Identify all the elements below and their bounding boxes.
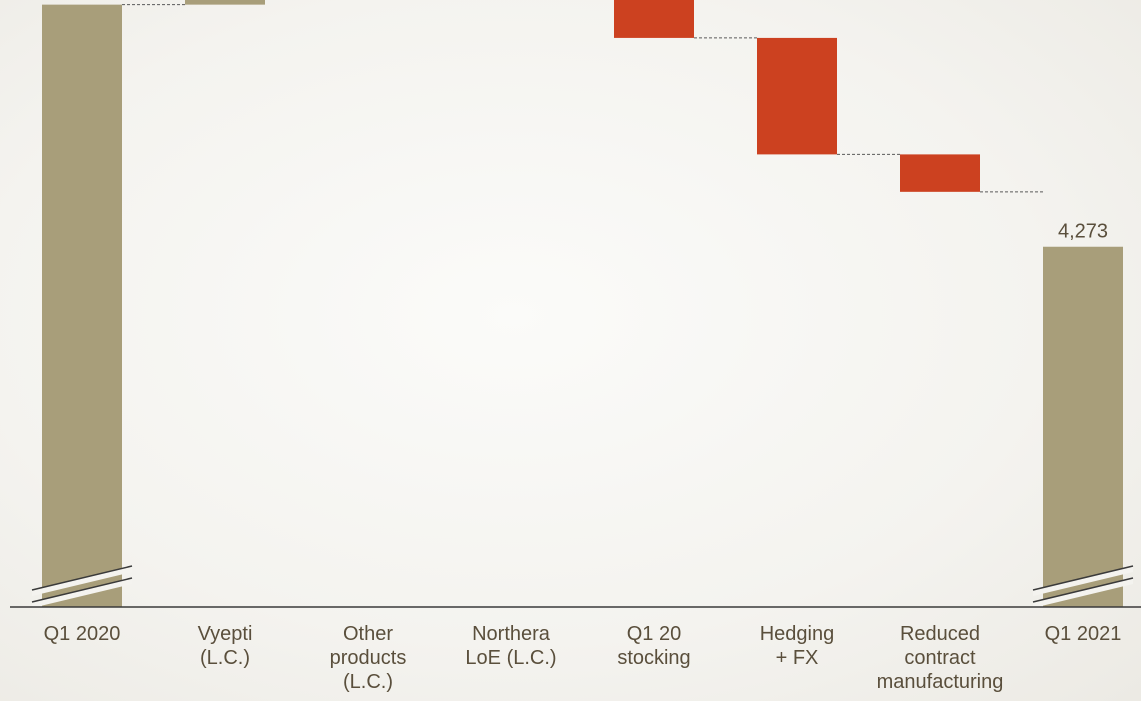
bar-increase [185,0,265,5]
axis-break-mark [1032,565,1134,591]
bar-total [1043,246,1123,607]
x-tick-label-line: + FX [776,647,819,669]
axis-break-mark [31,565,133,591]
x-tick-label: Vyepti (L.C.) [198,623,253,669]
x-tick-label-line: Q1 2021 [1045,623,1122,645]
bar-decrease [614,0,694,38]
bar-total [42,4,122,607]
x-tick-label-line: Other [343,623,393,645]
bar-decrease [757,37,837,155]
x-tick-label: Q1 2021 [1045,623,1122,645]
x-tick-label-line: LoE (L.C.) [465,647,556,669]
axis-break-mark [1032,577,1134,603]
data-label: 4,564 [57,0,107,1]
x-tick-label-line: Vyepti [198,623,253,645]
axis-break-gap [32,566,132,596]
axis-break-mark [31,577,133,603]
x-tick-label-line: manufacturing [877,671,1004,693]
x-tick-label-line: Q1 20 [627,623,681,645]
x-tick-label: Northera LoE (L.C.) [465,623,556,669]
x-tick-label-line: Northera [472,623,551,645]
x-tick-label-line: products [330,647,407,669]
x-tick-label-line: (L.C.) [343,671,393,693]
x-tick-label-line: (L.C.) [200,647,250,669]
bar-decrease [900,154,980,192]
data-label: 4,273 [1058,221,1108,243]
x-tick-label-line: stocking [617,647,690,669]
x-tick-label-line: Q1 2020 [44,623,121,645]
x-tick-label: Q1 20 stocking [617,623,690,669]
x-tick-label: Other products (L.C.) [330,623,407,693]
x-tick-label: Hedging + FX [760,623,835,669]
axis-break-gap [1033,566,1133,596]
x-tick-label: Q1 2020 [44,623,121,645]
x-tick-label-line: Reduced [900,623,980,645]
axis-break-gap [1033,578,1133,608]
x-tick-label-line: contract [904,647,976,669]
axis-break-gap [32,578,132,608]
x-tick-label-line: Hedging [760,623,835,645]
x-tick-label: Reduced contract manufacturing [877,623,1004,693]
